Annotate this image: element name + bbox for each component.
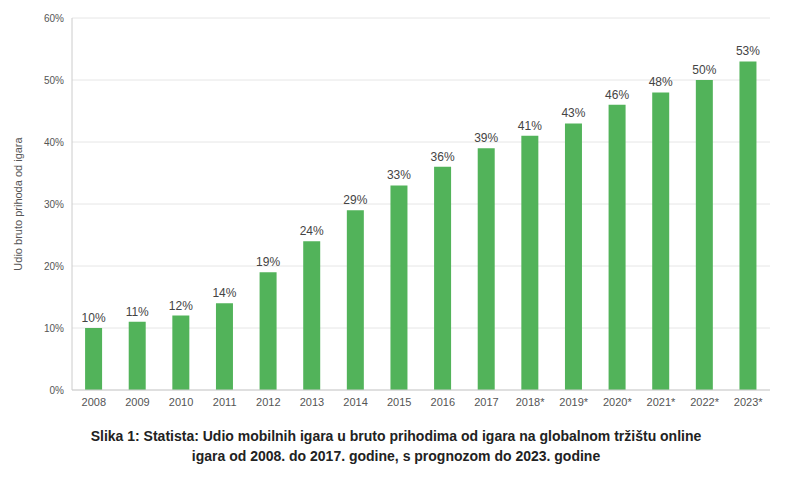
- svg-text:2010: 2010: [169, 396, 193, 408]
- svg-text:2011: 2011: [213, 396, 237, 408]
- svg-text:41%: 41%: [518, 119, 542, 133]
- svg-text:2009: 2009: [125, 396, 149, 408]
- svg-text:2022*: 2022*: [690, 396, 719, 408]
- svg-text:2012: 2012: [256, 396, 280, 408]
- svg-text:60%: 60%: [44, 13, 64, 24]
- svg-text:43%: 43%: [561, 106, 585, 120]
- svg-text:2013: 2013: [300, 396, 324, 408]
- svg-text:46%: 46%: [605, 88, 629, 102]
- svg-text:36%: 36%: [431, 150, 455, 164]
- svg-text:30%: 30%: [44, 199, 64, 210]
- svg-text:2020*: 2020*: [603, 396, 632, 408]
- svg-text:39%: 39%: [474, 131, 498, 145]
- svg-text:53%: 53%: [736, 44, 760, 58]
- svg-text:2017: 2017: [474, 396, 498, 408]
- svg-text:20%: 20%: [44, 261, 64, 272]
- svg-text:10%: 10%: [44, 323, 64, 334]
- svg-text:Udio bruto prihoda od igara: Udio bruto prihoda od igara: [12, 136, 24, 270]
- svg-text:2008: 2008: [82, 396, 106, 408]
- svg-text:2015: 2015: [387, 396, 411, 408]
- svg-text:48%: 48%: [649, 75, 673, 89]
- svg-text:2021*: 2021*: [647, 396, 676, 408]
- svg-text:50%: 50%: [44, 75, 64, 86]
- svg-text:2019*: 2019*: [559, 396, 588, 408]
- svg-text:10%: 10%: [82, 311, 106, 325]
- svg-text:50%: 50%: [692, 63, 716, 77]
- svg-text:19%: 19%: [256, 255, 280, 269]
- svg-text:12%: 12%: [169, 299, 193, 313]
- svg-text:0%: 0%: [50, 385, 65, 396]
- svg-text:2018*: 2018*: [516, 396, 545, 408]
- svg-text:11%: 11%: [126, 305, 149, 319]
- svg-text:40%: 40%: [44, 137, 64, 148]
- svg-text:24%: 24%: [300, 224, 324, 238]
- svg-text:2014: 2014: [343, 396, 367, 408]
- svg-text:33%: 33%: [387, 168, 411, 182]
- html-text:Slika 1: Statista: Udio mobiln: Slika 1: Statista: Udio mobilnih igara u…: [90, 428, 702, 464]
- svg-text:29%: 29%: [343, 193, 367, 207]
- svg-text:14%: 14%: [212, 286, 236, 300]
- svg-text:2016: 2016: [431, 396, 455, 408]
- svg-text:2023*: 2023*: [734, 396, 763, 408]
